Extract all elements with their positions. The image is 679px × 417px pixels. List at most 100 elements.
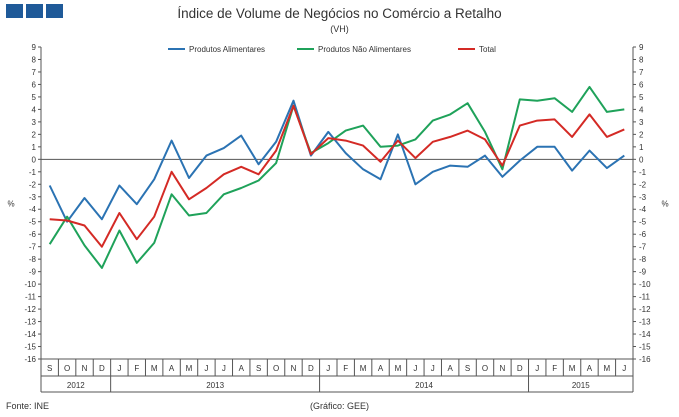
y-tick-label-right: -9 <box>639 268 647 277</box>
x-month-label: J <box>413 364 417 373</box>
y-tick-label-left: 3 <box>32 118 37 127</box>
x-month-label: F <box>552 364 557 373</box>
y-tick-label-right: -6 <box>639 230 647 239</box>
y-tick-label-right: 4 <box>639 105 644 114</box>
y-tick-label-left: -13 <box>24 318 36 327</box>
chart-credit: (Gráfico: GEE) <box>310 401 370 411</box>
y-tick-label-left: -5 <box>29 218 37 227</box>
x-year-label: 2014 <box>415 381 433 390</box>
x-month-label: J <box>535 364 539 373</box>
x-month-label: M <box>395 364 402 373</box>
y-tick-label-left: -14 <box>24 330 36 339</box>
x-month-label: J <box>326 364 330 373</box>
x-month-label: M <box>604 364 611 373</box>
x-month-label: S <box>465 364 470 373</box>
x-year-label: 2015 <box>572 381 590 390</box>
x-month-label: M <box>186 364 193 373</box>
y-tick-label-right: -1 <box>639 168 647 177</box>
y-tick-label-right: 8 <box>639 55 644 64</box>
x-month-label: J <box>204 364 208 373</box>
legend-label: Produtos Não Alimentares <box>318 45 411 54</box>
y-tick-label-left: 2 <box>32 130 37 139</box>
x-month-label: F <box>134 364 139 373</box>
x-month-label: N <box>291 364 297 373</box>
x-month-label: J <box>222 364 226 373</box>
x-month-label: A <box>169 364 175 373</box>
x-month-label: A <box>448 364 454 373</box>
y-tick-label-right: -8 <box>639 255 647 264</box>
x-month-label: D <box>99 364 105 373</box>
y-tick-label-left: -11 <box>25 293 37 302</box>
y-tick-label-right: 3 <box>639 118 644 127</box>
y-tick-label-right: 2 <box>639 130 644 139</box>
y-tick-label-left: 0 <box>32 155 37 164</box>
logo-square <box>26 4 43 18</box>
x-month-label: S <box>47 364 52 373</box>
y-tick-label-left: -10 <box>24 280 36 289</box>
x-month-label: N <box>82 364 88 373</box>
y-tick-label-left: -7 <box>29 243 37 252</box>
y-tick-label-left: -2 <box>29 180 37 189</box>
x-month-label: F <box>343 364 348 373</box>
x-month-label: D <box>517 364 523 373</box>
y-tick-label-left: 7 <box>32 68 37 77</box>
x-month-label: M <box>360 364 367 373</box>
y-tick-label-right: 5 <box>639 93 644 102</box>
y-tick-label-right: -4 <box>639 205 647 214</box>
y-tick-label-left: -3 <box>29 193 37 202</box>
x-month-label: O <box>64 364 70 373</box>
y-tick-label-left: -8 <box>29 255 37 264</box>
source-note: Fonte: INE <box>6 401 50 411</box>
y-tick-label-left: 8 <box>32 55 37 64</box>
x-month-label: J <box>622 364 626 373</box>
series-line-0 <box>48 99 625 223</box>
y-tick-label-right: -12 <box>639 305 651 314</box>
y-tick-label-left: -6 <box>29 230 37 239</box>
x-year-label: 2013 <box>206 381 224 390</box>
x-month-label: D <box>308 364 314 373</box>
y-tick-label-left: -16 <box>24 355 36 364</box>
x-month-label: M <box>151 364 158 373</box>
y-tick-label-right: -11 <box>639 293 651 302</box>
y-tick-label-right: -14 <box>639 330 651 339</box>
y-tick-label-right: -15 <box>639 343 651 352</box>
y-tick-label-left: 5 <box>32 93 37 102</box>
y-tick-label-left: -12 <box>24 305 36 314</box>
series-line-1 <box>48 85 625 269</box>
y-tick-label-right: -16 <box>639 355 651 364</box>
legend-label: Total <box>479 45 496 54</box>
y-axis-label-left: % <box>7 200 14 209</box>
x-month-label: A <box>378 364 384 373</box>
logo-square <box>46 4 63 18</box>
x-month-label: O <box>273 364 279 373</box>
x-month-label: M <box>569 364 576 373</box>
y-tick-label-right: -5 <box>639 218 647 227</box>
chart-title: Índice de Volume de Negócios no Comércio… <box>177 6 502 21</box>
x-month-label: A <box>239 364 245 373</box>
y-tick-label-right: -2 <box>639 180 647 189</box>
series-line-2 <box>49 104 625 248</box>
y-tick-label-left: 9 <box>32 43 37 52</box>
y-tick-label-left: -15 <box>24 343 36 352</box>
y-tick-label-left: 1 <box>32 143 37 152</box>
y-tick-label-right: 1 <box>639 143 644 152</box>
logo-square <box>6 4 23 18</box>
y-tick-label-right: -13 <box>639 318 651 327</box>
y-tick-label-left: -1 <box>29 168 37 177</box>
x-month-label: N <box>500 364 506 373</box>
y-tick-label-right: -3 <box>639 193 647 202</box>
y-tick-label-left: -4 <box>29 205 37 214</box>
ine-logo <box>6 4 63 18</box>
x-month-label: O <box>482 364 488 373</box>
y-tick-label-right: -7 <box>639 243 647 252</box>
x-year-label: 2012 <box>67 381 85 390</box>
y-tick-label-right: 9 <box>639 43 644 52</box>
chart-subtitle: (VH) <box>330 24 349 34</box>
x-month-label: A <box>587 364 593 373</box>
y-tick-label-right: 7 <box>639 68 644 77</box>
y-tick-label-right: -10 <box>639 280 651 289</box>
y-tick-label-right: 0 <box>639 155 644 164</box>
y-tick-label-left: 4 <box>32 105 37 114</box>
legend-label: Produtos Alimentares <box>189 45 265 54</box>
